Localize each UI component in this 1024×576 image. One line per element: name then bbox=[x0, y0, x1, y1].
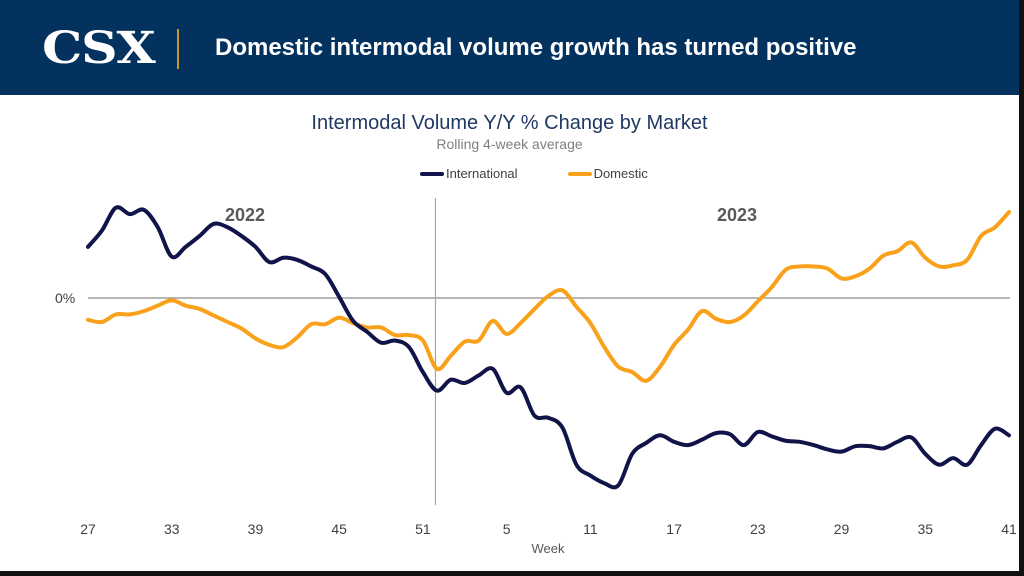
x-tick-label: 5 bbox=[503, 521, 511, 537]
slide-headline: Domestic intermodal volume growth has tu… bbox=[215, 34, 857, 61]
legend-swatch-domestic bbox=[567, 171, 592, 176]
legend-label-domestic: Domestic bbox=[593, 166, 648, 181]
y-tick-label-0: 0% bbox=[55, 290, 75, 306]
csx-logo: CSX bbox=[42, 23, 156, 74]
series-line-international bbox=[86, 205, 1011, 490]
year-label-2022: 2022 bbox=[225, 205, 265, 225]
x-tick-label: 39 bbox=[248, 521, 264, 537]
slide-header: CSX Domestic intermodal volume growth ha… bbox=[0, 0, 1019, 95]
x-tick-label: 51 bbox=[415, 521, 431, 537]
x-axis-label: Week bbox=[532, 541, 565, 556]
year-label-2023: 2023 bbox=[717, 205, 757, 225]
x-tick-label: 29 bbox=[834, 521, 850, 537]
x-tick-label: 35 bbox=[917, 521, 933, 537]
series-line-domestic bbox=[86, 209, 1011, 383]
x-tick-label: 11 bbox=[583, 521, 598, 537]
chart-subtitle: Rolling 4-week average bbox=[436, 136, 583, 152]
header-divider bbox=[177, 29, 179, 69]
x-tick-label: 45 bbox=[331, 521, 347, 537]
legend-item-domestic: Domestic bbox=[567, 166, 648, 181]
x-tick-label: 33 bbox=[164, 521, 180, 537]
legend-label-international: International bbox=[446, 166, 518, 181]
legend-swatch-international bbox=[420, 171, 444, 176]
x-tick-label: 23 bbox=[750, 521, 766, 537]
x-tick-label: 17 bbox=[666, 521, 682, 537]
legend-item-international: International bbox=[420, 166, 518, 181]
chart-title: Intermodal Volume Y/Y % Change by Market bbox=[311, 112, 708, 134]
x-tick-label: 41 bbox=[1001, 521, 1017, 537]
x-tick-label: 27 bbox=[80, 521, 96, 537]
chart-legend: International Domestic bbox=[420, 166, 648, 181]
